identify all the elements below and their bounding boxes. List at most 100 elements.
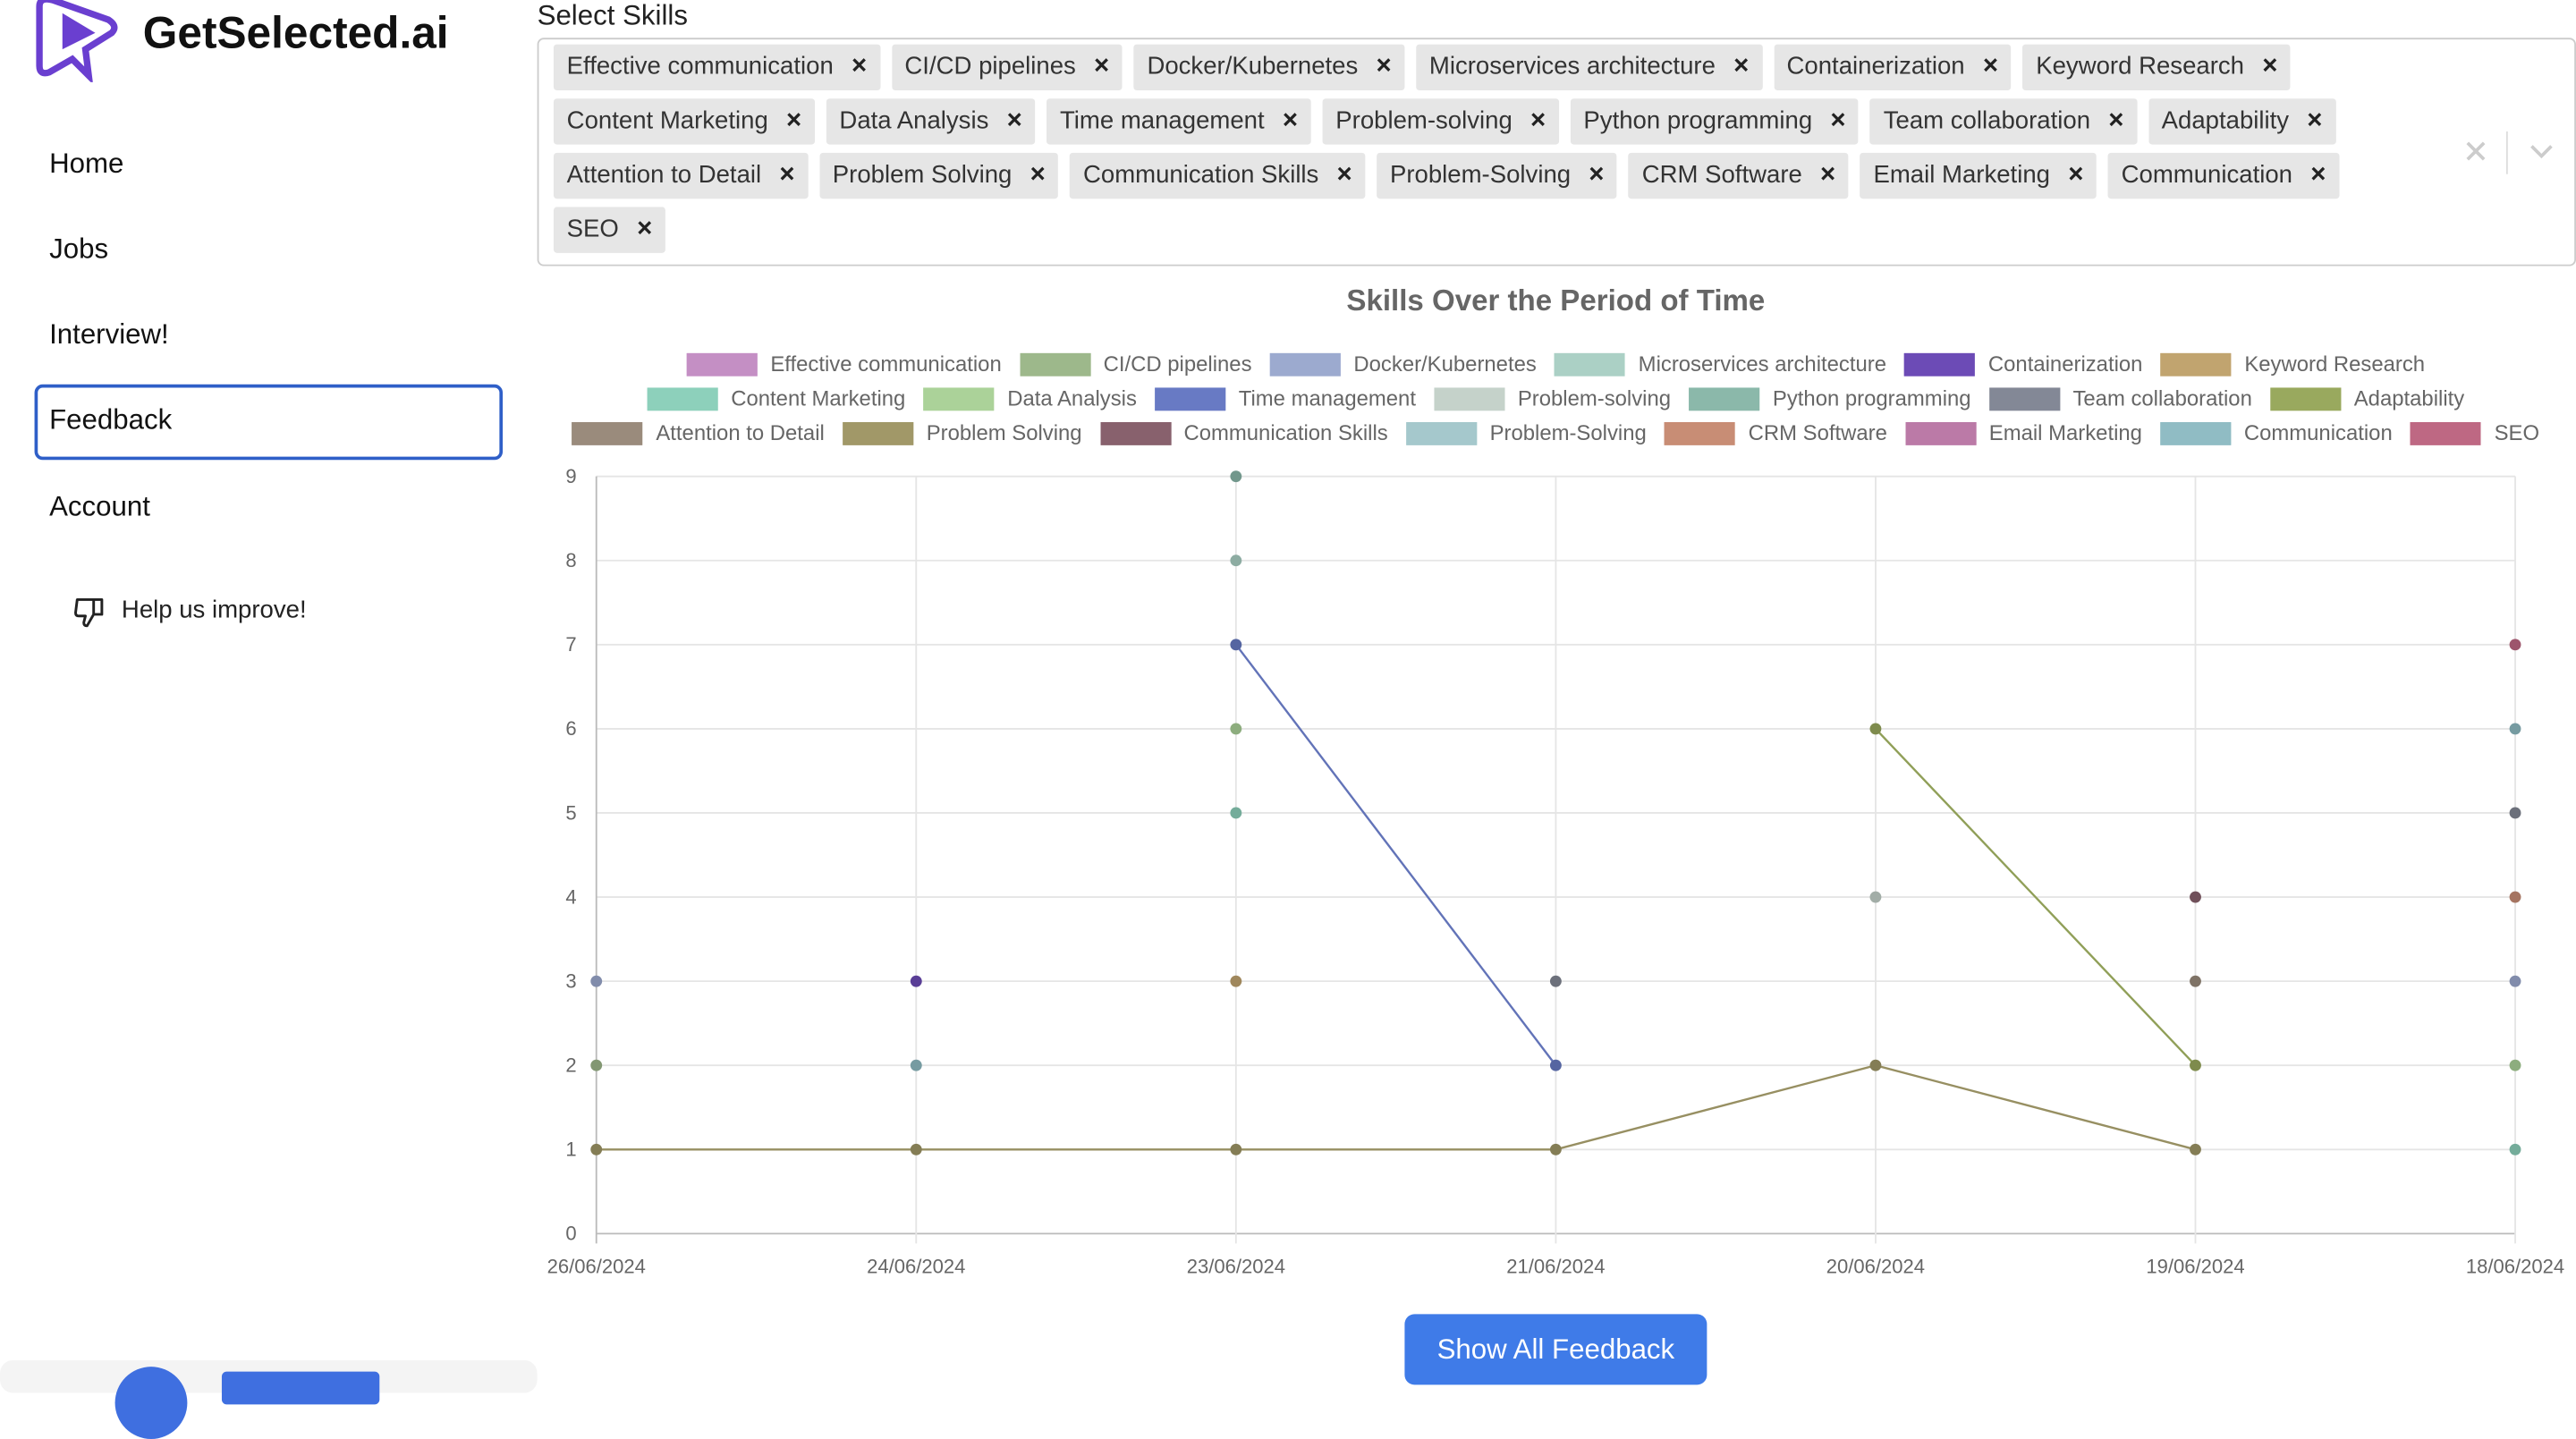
legend-item[interactable]: Team collaboration — [1988, 386, 2252, 411]
legend-label: Content Marketing — [731, 385, 906, 411]
help-link[interactable]: Help us improve! — [121, 596, 307, 624]
legend-label: Time management — [1238, 385, 1416, 411]
legend-item[interactable]: Adaptability — [2270, 386, 2464, 411]
series-line — [1234, 644, 1557, 1066]
legend-label: Email Marketing — [1988, 420, 2142, 445]
page: {"sidebar":{"brand":"GetSelected.ai","na… — [0, 0, 2576, 1393]
x-tick-label: 20/06/2024 — [1826, 1255, 1925, 1277]
nav-item[interactable]: Interview! — [49, 318, 169, 351]
legend-label: Microservices architecture — [1638, 351, 1887, 377]
legend-item[interactable]: Problem-solving — [1434, 386, 1671, 411]
legend-swatch — [686, 351, 758, 376]
legend-label: Docker/Kubernetes — [1353, 351, 1537, 377]
y-tick-label: 8 — [565, 549, 576, 571]
data-point — [910, 1059, 922, 1071]
field-label: Select Skills — [537, 0, 688, 31]
skill-tag[interactable]: Problem Solving — [819, 152, 1059, 199]
skill-select[interactable] — [537, 38, 2576, 267]
y-tick-label: 3 — [565, 969, 576, 992]
legend-swatch — [1905, 421, 1977, 444]
legend-label: SEO — [2494, 420, 2540, 445]
legend-swatch — [2410, 421, 2481, 444]
skill-tag[interactable]: SEO — [553, 207, 665, 253]
legend-item[interactable]: Microservices architecture — [1555, 351, 1886, 377]
thumb-icon — [74, 597, 104, 628]
legend-item[interactable]: Attention to Detail — [572, 420, 825, 445]
legend-item[interactable]: Problem-Solving — [1405, 420, 1647, 445]
data-point — [1869, 1059, 1882, 1071]
skill-tag[interactable]: Effective communication — [553, 44, 880, 91]
legend-item[interactable]: Time management — [1155, 386, 1416, 411]
data-point — [2509, 891, 2521, 903]
skill-tag[interactable]: Communication Skills — [1070, 152, 1366, 199]
skill-tag[interactable]: Content Marketing — [553, 98, 815, 145]
nav-item[interactable]: Home — [49, 148, 124, 180]
nav-item[interactable]: Jobs — [49, 233, 109, 265]
legend-item[interactable]: CI/CD pipelines — [1019, 351, 1252, 377]
legend-swatch — [1664, 421, 1735, 444]
skill-tag[interactable]: Containerization — [1773, 44, 2012, 91]
skill-tag[interactable]: Problem-solving — [1322, 98, 1559, 145]
legend-item[interactable]: Keyword Research — [2160, 351, 2425, 377]
legend-swatch — [572, 421, 643, 444]
legend-swatch — [2160, 421, 2232, 444]
skill-tag[interactable]: Time management — [1046, 98, 1311, 145]
data-point — [1549, 975, 1562, 987]
nav-item[interactable]: Feedback — [49, 403, 173, 436]
x-tick-label: 19/06/2024 — [2146, 1255, 2244, 1277]
data-point — [2190, 1143, 2201, 1155]
legend-item[interactable]: Communication Skills — [1099, 420, 1388, 445]
skill-tag[interactable]: CRM Software — [1629, 152, 1849, 199]
skill-tag[interactable]: Microservices architecture — [1416, 44, 1762, 91]
data-point — [1230, 807, 1242, 819]
legend-item[interactable]: SEO — [2410, 420, 2540, 445]
legend-item[interactable]: CRM Software — [1664, 420, 1887, 445]
legend-item[interactable]: Data Analysis — [923, 386, 1137, 411]
legend-label: Containerization — [1987, 351, 2143, 377]
skill-tag[interactable]: Docker/Kubernetes — [1133, 44, 1405, 91]
y-tick-label: 1 — [565, 1139, 576, 1161]
skill-tag[interactable]: Attention to Detail — [553, 152, 809, 199]
legend-label: Communication Skills — [1183, 420, 1388, 445]
skill-tag[interactable]: CI/CD pipelines — [891, 44, 1123, 91]
data-point — [1869, 723, 1882, 735]
skill-tag[interactable]: Adaptability — [2148, 98, 2336, 145]
legend-swatch — [647, 386, 718, 411]
legend-item[interactable]: Docker/Kubernetes — [1269, 351, 1537, 377]
skill-tag[interactable]: Communication — [2107, 152, 2340, 199]
nav-item[interactable]: Account — [49, 491, 150, 523]
legend-item[interactable]: Problem Solving — [843, 420, 1082, 445]
legend-item[interactable]: Python programming — [1689, 386, 1971, 411]
data-point — [2509, 1059, 2521, 1071]
skill-tag[interactable]: Data Analysis — [826, 98, 1036, 145]
data-point — [2509, 1143, 2521, 1155]
legend: Effective communication CI/CD pipelines Do… — [555, 351, 2556, 445]
legend-swatch — [1555, 351, 1625, 376]
legend-label: CI/CD pipelines — [1103, 351, 1252, 377]
skill-tag[interactable]: Email Marketing — [1860, 152, 2097, 199]
select-controls — [2466, 131, 2553, 174]
legend-item[interactable]: Content Marketing — [647, 385, 906, 411]
legend-swatch — [1155, 386, 1226, 411]
legend-item[interactable]: Containerization — [1904, 351, 2142, 377]
series-line — [1875, 728, 2197, 1067]
legend-swatch — [2270, 386, 2342, 411]
skill-tag[interactable]: Python programming — [1570, 98, 1860, 145]
skill-tag[interactable]: Problem-Solving — [1377, 152, 1618, 199]
legend-swatch — [1405, 421, 1477, 444]
legend-item[interactable]: Effective communication — [686, 351, 1002, 377]
data-point — [1230, 554, 1242, 567]
data-point — [1869, 891, 1882, 903]
brand: GetSelected.ai — [142, 8, 449, 58]
legend-label: Problem-solving — [1517, 385, 1672, 411]
legend-item[interactable]: Email Marketing — [1905, 420, 2142, 445]
legend-swatch — [1904, 351, 1976, 376]
legend-label: Problem-Solving — [1489, 420, 1647, 445]
skill-tag[interactable]: Team collaboration — [1870, 98, 2138, 145]
skill-tag[interactable]: Keyword Research — [2022, 44, 2292, 91]
show-all-button[interactable]: Show All Feedback — [1404, 1314, 1707, 1385]
legend-item[interactable]: Communication — [2160, 420, 2393, 445]
legend-swatch — [923, 386, 995, 411]
data-point — [2509, 639, 2521, 651]
